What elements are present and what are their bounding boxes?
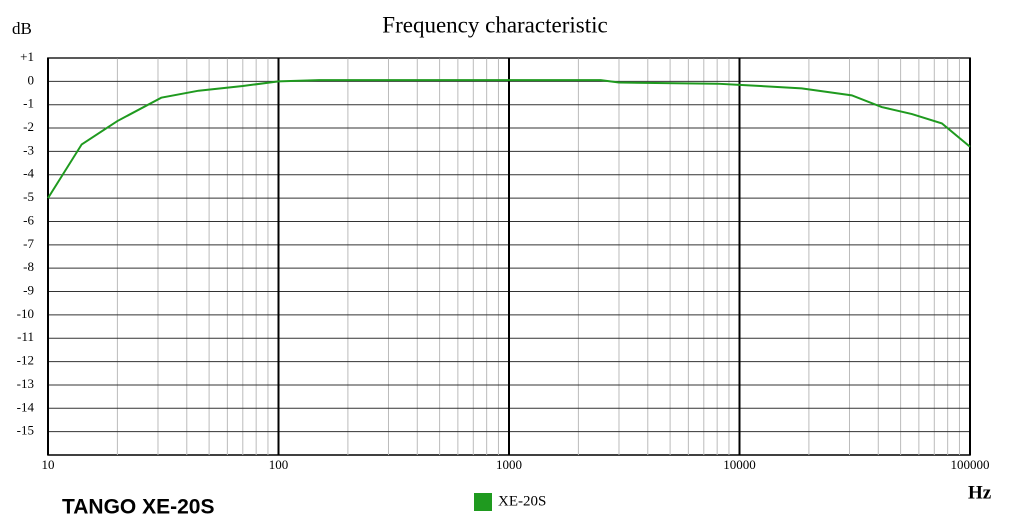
chart-title: Frequency characteristic (382, 12, 607, 37)
y-tick-label: -1 (23, 96, 34, 111)
caption: TANGO XE-20S (62, 496, 214, 519)
y-tick-label: -9 (23, 283, 34, 298)
y-tick-label: -11 (17, 329, 34, 344)
y-tick-label: -5 (23, 189, 34, 204)
x-tick-label: 100 (269, 457, 289, 472)
y-tick-label: -4 (23, 166, 34, 181)
legend-label: XE-20S (498, 493, 546, 509)
x-tick-label: 1000 (496, 457, 522, 472)
series-line (47, 79, 971, 199)
y-tick-label: -6 (23, 212, 34, 227)
y-tick-label: -2 (23, 119, 34, 134)
y-tick-label: +1 (20, 49, 34, 64)
y-tick-label: -7 (23, 236, 34, 251)
y-tick-label: -15 (17, 423, 34, 438)
y-tick-label: -13 (17, 376, 34, 391)
y-tick-label: -12 (17, 353, 34, 368)
y-tick-label: -3 (23, 142, 34, 157)
y-tick-label: -8 (23, 259, 34, 274)
x-tick-label: 100000 (951, 457, 990, 472)
legend-swatch (474, 493, 492, 511)
y-axis-label: dB (12, 19, 32, 38)
x-tick-label: 10000 (723, 457, 756, 472)
y-tick-label: 0 (28, 72, 35, 87)
x-axis-label: Hz (968, 482, 992, 503)
y-tick-label: -14 (17, 399, 35, 414)
y-tick-label: -10 (17, 306, 34, 321)
x-tick-label: 10 (42, 457, 55, 472)
